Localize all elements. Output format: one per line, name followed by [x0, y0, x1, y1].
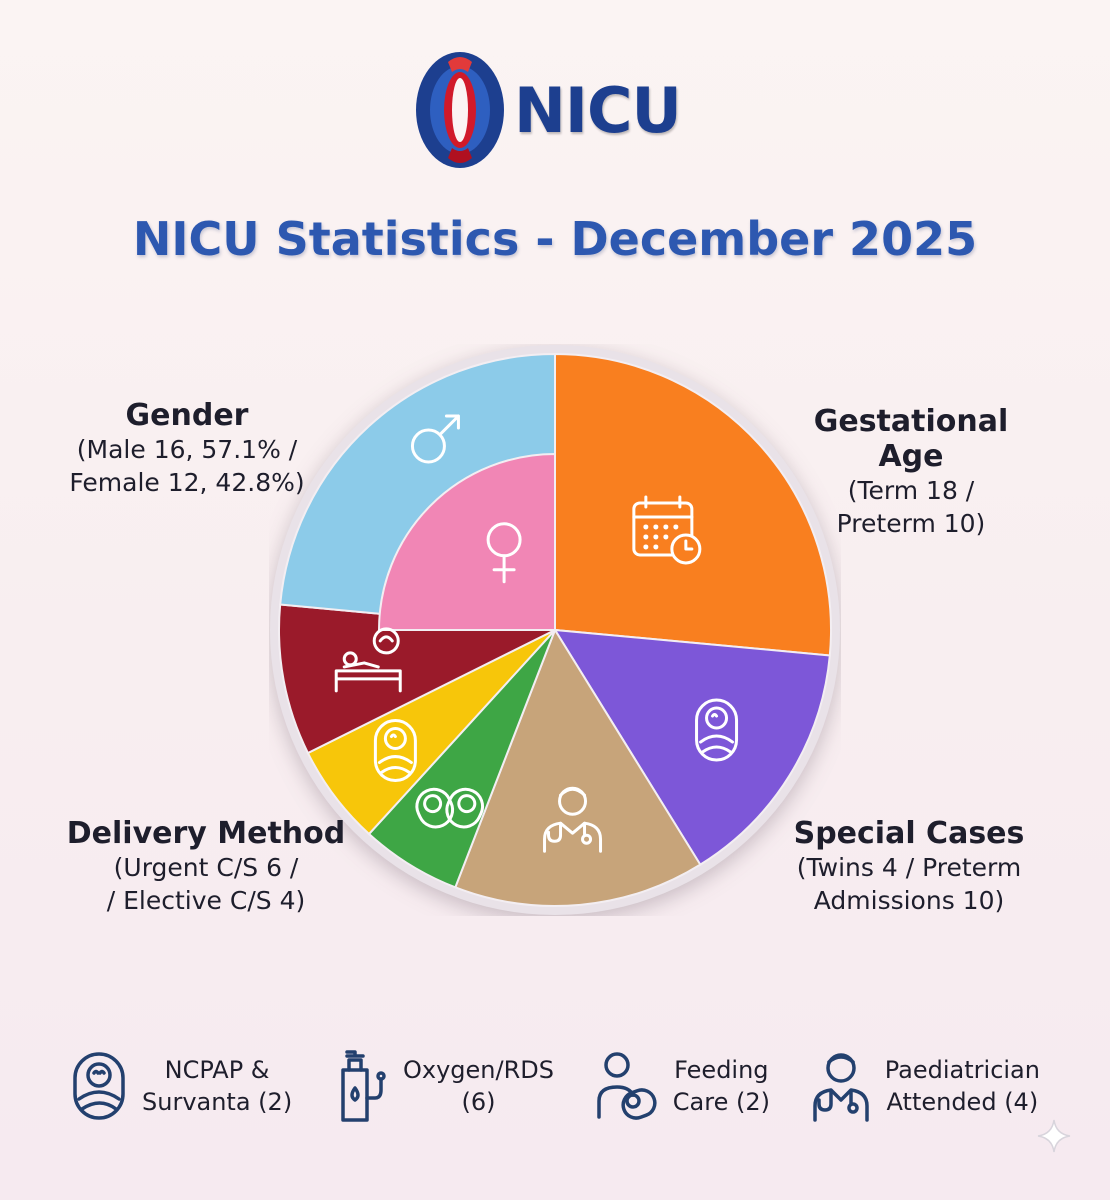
delivery-bed-icon [334, 627, 402, 693]
pie-slice-gestational-preterm [553, 628, 831, 867]
page-title: NICU Statistics - December 2025 [132, 212, 978, 266]
oxygen-bottle-icon [341, 1050, 386, 1122]
gender-line-2: Female 12, 42.8%) [69, 468, 305, 497]
footer-item-ncpap: NCPAP & Survanta (2) [70, 1048, 292, 1124]
footer-paediatrician-line-2: Attended (4) [886, 1088, 1039, 1116]
delivery-method-line-1: (Urgent C/S 6 / [113, 853, 299, 882]
pie-slice-gestational-term [554, 352, 832, 657]
pie-chart [270, 345, 840, 915]
swaddled-baby-icon [73, 1052, 125, 1120]
footer-stats: NCPAP & Survanta (2) Oxygen/RDS (6) Feed… [70, 1048, 1040, 1124]
twin-babies-icon [415, 787, 485, 829]
footer-feeding-line-1: Feeding [674, 1056, 769, 1084]
special-cases-line-1: (Twins 4 / Preterm [796, 853, 1022, 882]
annotation-gestational-age: Gestational Age (Term 18 / Preterm 10) [780, 404, 1042, 540]
footer-item-oxygen: Oxygen/RDS (6) [333, 1048, 554, 1124]
footer-oxygen-line-1: Oxygen/RDS [402, 1056, 554, 1084]
gestational-age-heading: Gestational Age [813, 404, 1009, 474]
nicu-logo: NICU [412, 48, 682, 172]
footer-item-paediatrician: Paediatrician Attended (4) [811, 1048, 1040, 1124]
parent-baby-icon [597, 1052, 657, 1120]
footer-ncpap-line-1: NCPAP & [164, 1056, 270, 1084]
female-symbol-icon [486, 522, 522, 584]
gestational-age-line-2: Preterm 10) [836, 509, 986, 538]
calendar-clock-icon [632, 495, 702, 565]
pie-slice-delivery-urgent [278, 603, 559, 755]
logo-text: NICU [514, 73, 682, 147]
male-symbol-icon [410, 414, 460, 464]
annotation-delivery-method: Delivery Method (Urgent C/S 6 / / Electi… [66, 816, 346, 917]
pie-slice-gender-female [377, 452, 556, 631]
footer-item-feeding: Feeding Care (2) [595, 1048, 770, 1124]
delivery-method-heading: Delivery Method [66, 816, 346, 851]
delivery-method-line-2: / Elective C/S 4) [106, 886, 306, 915]
gender-heading: Gender [125, 398, 249, 433]
annotation-gender: Gender (Male 16, 57.1% / Female 12, 42.8… [62, 398, 312, 499]
gender-line-1: (Male 16, 57.1% / [76, 435, 298, 464]
gestational-age-line-1: (Term 18 / [847, 476, 975, 505]
swaddled-baby-icon [373, 719, 417, 783]
pie-slice-special-preterm [454, 627, 702, 907]
footer-paediatrician-line-1: Paediatrician [884, 1056, 1040, 1084]
sparkle-icon [1037, 1119, 1071, 1153]
nicu-logo-emblem [416, 52, 504, 168]
footer-feeding-line-2: Care (2) [672, 1088, 770, 1116]
special-cases-line-2: Admissions 10) [813, 886, 1005, 915]
special-cases-heading: Special Cases [793, 816, 1025, 851]
annotation-special-cases: Special Cases (Twins 4 / Preterm Admissi… [778, 816, 1040, 917]
footer-ncpap-line-2: Survanta (2) [142, 1088, 293, 1116]
doctor-icon [813, 1053, 869, 1122]
footer-oxygen-line-2: (6) [461, 1088, 496, 1116]
swaddled-baby-icon [695, 698, 739, 762]
doctor-icon [543, 786, 603, 853]
